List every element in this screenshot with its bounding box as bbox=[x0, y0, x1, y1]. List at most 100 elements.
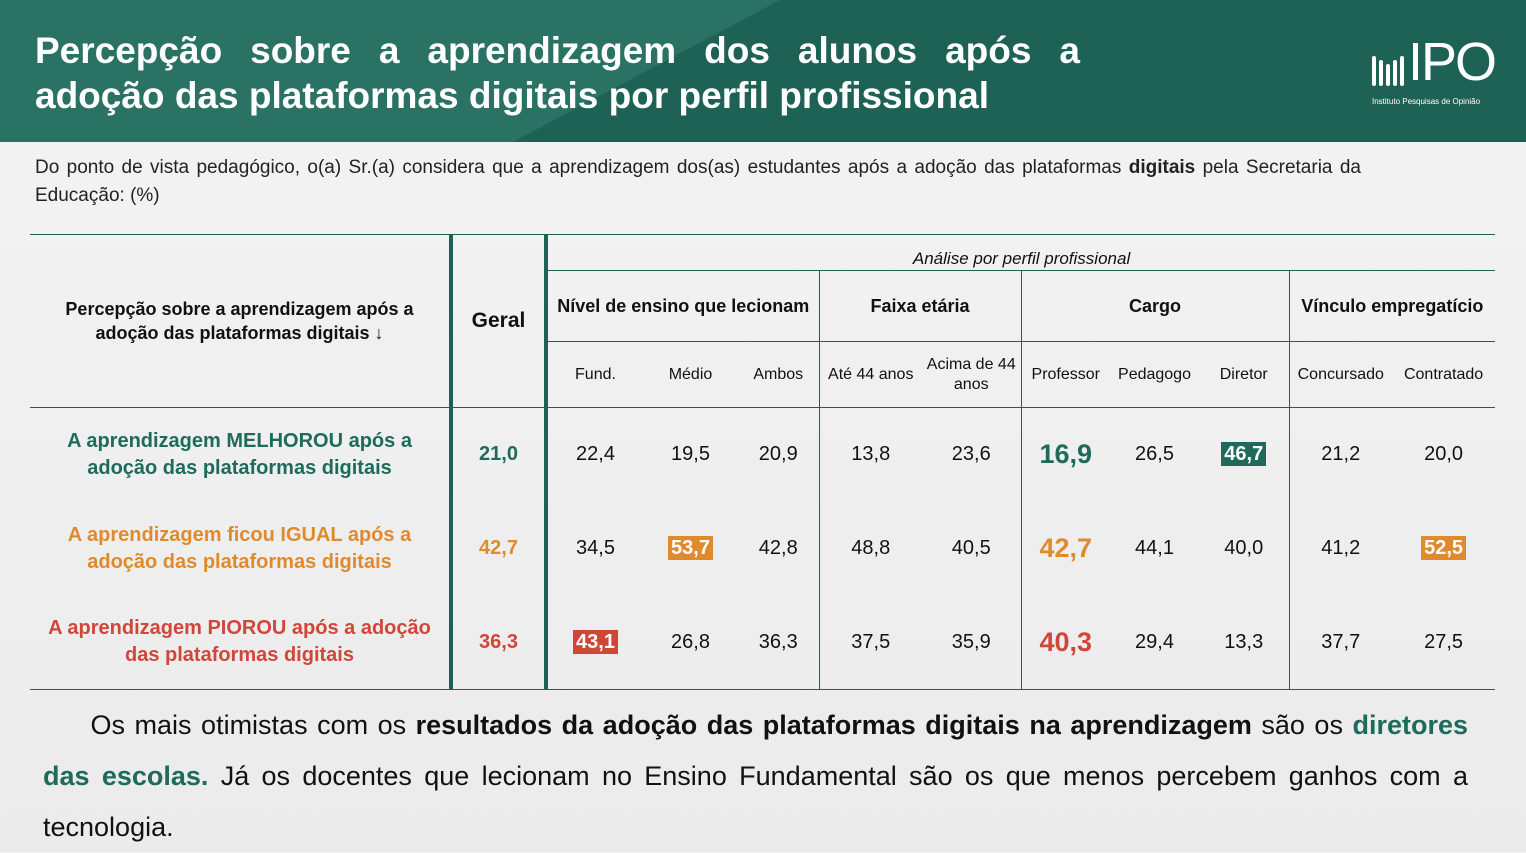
cell-value: 40,3 bbox=[1039, 626, 1093, 657]
cell: 44,1 bbox=[1110, 502, 1199, 596]
summary-text: Os mais otimistas com os resultados da a… bbox=[43, 700, 1468, 853]
table-row: A aprendizagem PIOROU após a adoção das … bbox=[30, 595, 1496, 690]
cell: 53,7 bbox=[643, 502, 738, 596]
cell-value: 37,7 bbox=[1321, 630, 1361, 653]
subcol-header: Ambos bbox=[738, 341, 819, 408]
cell: 52,5 bbox=[1392, 502, 1495, 596]
slide-title: Percepção sobre a aprendizagem dos aluno… bbox=[35, 30, 1080, 116]
summary-p2: são os bbox=[1251, 710, 1353, 740]
cell-value: 34,5 bbox=[576, 537, 615, 559]
summary-bold: resultados da adoção das plataformas dig… bbox=[415, 710, 1252, 740]
cell-value: 21,2 bbox=[1321, 443, 1361, 466]
summary-p1: Os mais otimistas com os bbox=[90, 710, 416, 740]
cell: 20,0 bbox=[1392, 408, 1495, 502]
table-row: A aprendizagem MELHOROU após a adoção da… bbox=[30, 407, 1495, 502]
cell: 27,5 bbox=[1392, 595, 1496, 690]
group-faixa: Faixa etária bbox=[818, 270, 1021, 342]
subcol-header: Diretor bbox=[1199, 341, 1289, 408]
highlighted-value: 52,5 bbox=[1421, 536, 1467, 560]
cell: 42,7 bbox=[1020, 501, 1110, 596]
cell: 41,2 bbox=[1288, 501, 1392, 596]
survey-question: Do ponto de vista pedagógico, o(a) Sr.(a… bbox=[35, 154, 1361, 210]
subcol-header: Fund. bbox=[544, 341, 643, 408]
cell: 40,3 bbox=[1020, 595, 1110, 690]
cell-value: 42,7 bbox=[1039, 533, 1093, 563]
highlighted-value: 53,7 bbox=[668, 536, 713, 560]
cell: 29,4 bbox=[1110, 595, 1199, 690]
cell: 42,8 bbox=[738, 502, 819, 596]
ipo-logo: IPO Instituto Pesquisas de Opinião bbox=[1372, 32, 1497, 142]
row-label: A aprendizagem PIOROU após a adoção das … bbox=[30, 595, 451, 690]
summary-p3: Já os docentes que lecionam no Ensino Fu… bbox=[43, 761, 1468, 842]
subcol-header: Concursado bbox=[1288, 341, 1392, 408]
cell: 46,7 bbox=[1199, 408, 1289, 502]
cell: 16,9 bbox=[1020, 407, 1110, 502]
highlighted-value: 46,7 bbox=[1221, 442, 1267, 467]
cell: 37,7 bbox=[1288, 595, 1392, 690]
group-vinculo: Vínculo empregatício bbox=[1288, 270, 1496, 342]
cell: 40,0 bbox=[1199, 502, 1289, 596]
group-nivel: Nível de ensino que lecionam bbox=[544, 270, 819, 342]
summary-highlight: diretores das escolas. bbox=[43, 710, 1469, 791]
cell: 19,5 bbox=[643, 408, 738, 502]
logo-text: IPO bbox=[1408, 32, 1497, 92]
cell-value: 36,3 bbox=[758, 630, 798, 653]
cell: 23,6 bbox=[922, 408, 1021, 502]
cell-value: 44,1 bbox=[1135, 537, 1174, 559]
cell: 13,8 bbox=[818, 407, 922, 502]
analysis-header: Análise por perfil profissional bbox=[543, 234, 1496, 271]
cell-value: 19,5 bbox=[671, 443, 710, 466]
row-label: A aprendizagem MELHOROU após a adoção da… bbox=[67, 429, 412, 479]
question-rest: pela Secretaria da Educação: (%) bbox=[35, 157, 1361, 206]
cell: 26,8 bbox=[643, 595, 738, 690]
cell-value: 23,6 bbox=[951, 443, 991, 466]
cell: 35,9 bbox=[922, 595, 1021, 690]
cell: 34,5 bbox=[544, 501, 643, 596]
subcol-header: Médio bbox=[643, 341, 738, 408]
subcol-header: Até 44 anos bbox=[818, 341, 922, 408]
group-cargo: Cargo bbox=[1020, 270, 1289, 342]
cell-value: 13,8 bbox=[851, 443, 891, 466]
cell-value: 37,5 bbox=[851, 630, 891, 653]
cell: 36,3 bbox=[738, 595, 819, 690]
cell: 22,4 bbox=[544, 407, 643, 502]
question-text: Do ponto de vista pedagógico, o(a) Sr.(a… bbox=[35, 157, 1129, 178]
geral-value: 21,0 bbox=[449, 407, 546, 502]
geral-header: Geral bbox=[449, 234, 546, 408]
subcol-header: Acima de 44 anos bbox=[922, 341, 1021, 408]
subcol-header: Pedagogo bbox=[1110, 341, 1199, 408]
cell-value: 20,9 bbox=[758, 443, 798, 466]
row-header: Percepção sobre a aprendizagem após a ad… bbox=[30, 234, 451, 408]
logo-bars-icon bbox=[1372, 56, 1404, 86]
row-label: A aprendizagem ficou IGUAL após a adoção… bbox=[67, 523, 412, 573]
geral-value: 36,3 bbox=[449, 595, 546, 690]
results-table: Percepção sobre a aprendizagem após a ad… bbox=[30, 234, 1496, 690]
cell: 37,5 bbox=[818, 595, 922, 690]
cell: 40,5 bbox=[922, 502, 1021, 596]
cell-value: 42,8 bbox=[758, 537, 798, 559]
highlighted-value: 43,1 bbox=[573, 629, 618, 654]
cell-value: 35,9 bbox=[951, 630, 991, 653]
geral-value: 42,7 bbox=[449, 501, 546, 596]
slide-header: Percepção sobre a aprendizagem dos aluno… bbox=[0, 0, 1526, 142]
cell-value: 16,9 bbox=[1039, 439, 1093, 470]
cell-value: 27,5 bbox=[1424, 630, 1464, 653]
logo-subtitle: Instituto Pesquisas de Opinião bbox=[1372, 97, 1481, 106]
cell-value: 22,4 bbox=[576, 443, 615, 466]
cell-value: 29,4 bbox=[1135, 630, 1174, 653]
cell-value: 48,8 bbox=[851, 537, 891, 559]
cell: 26,5 bbox=[1110, 408, 1199, 502]
cell: 43,1 bbox=[544, 595, 643, 690]
table-row: A aprendizagem ficou IGUAL após a adoção… bbox=[30, 501, 1495, 596]
cell-value: 40,0 bbox=[1224, 537, 1264, 559]
cell: 20,9 bbox=[738, 408, 819, 502]
cell-value: 26,5 bbox=[1135, 443, 1174, 466]
cell-value: 40,5 bbox=[951, 537, 991, 559]
question-bold: digitais bbox=[1128, 157, 1196, 178]
cell-value: 26,8 bbox=[671, 630, 710, 653]
cell: 21,2 bbox=[1288, 407, 1392, 502]
subcol-header: Contratado bbox=[1392, 341, 1496, 408]
subcol-header: Professor bbox=[1020, 341, 1110, 408]
cell: 13,3 bbox=[1199, 595, 1289, 690]
cell-value: 41,2 bbox=[1321, 537, 1361, 559]
